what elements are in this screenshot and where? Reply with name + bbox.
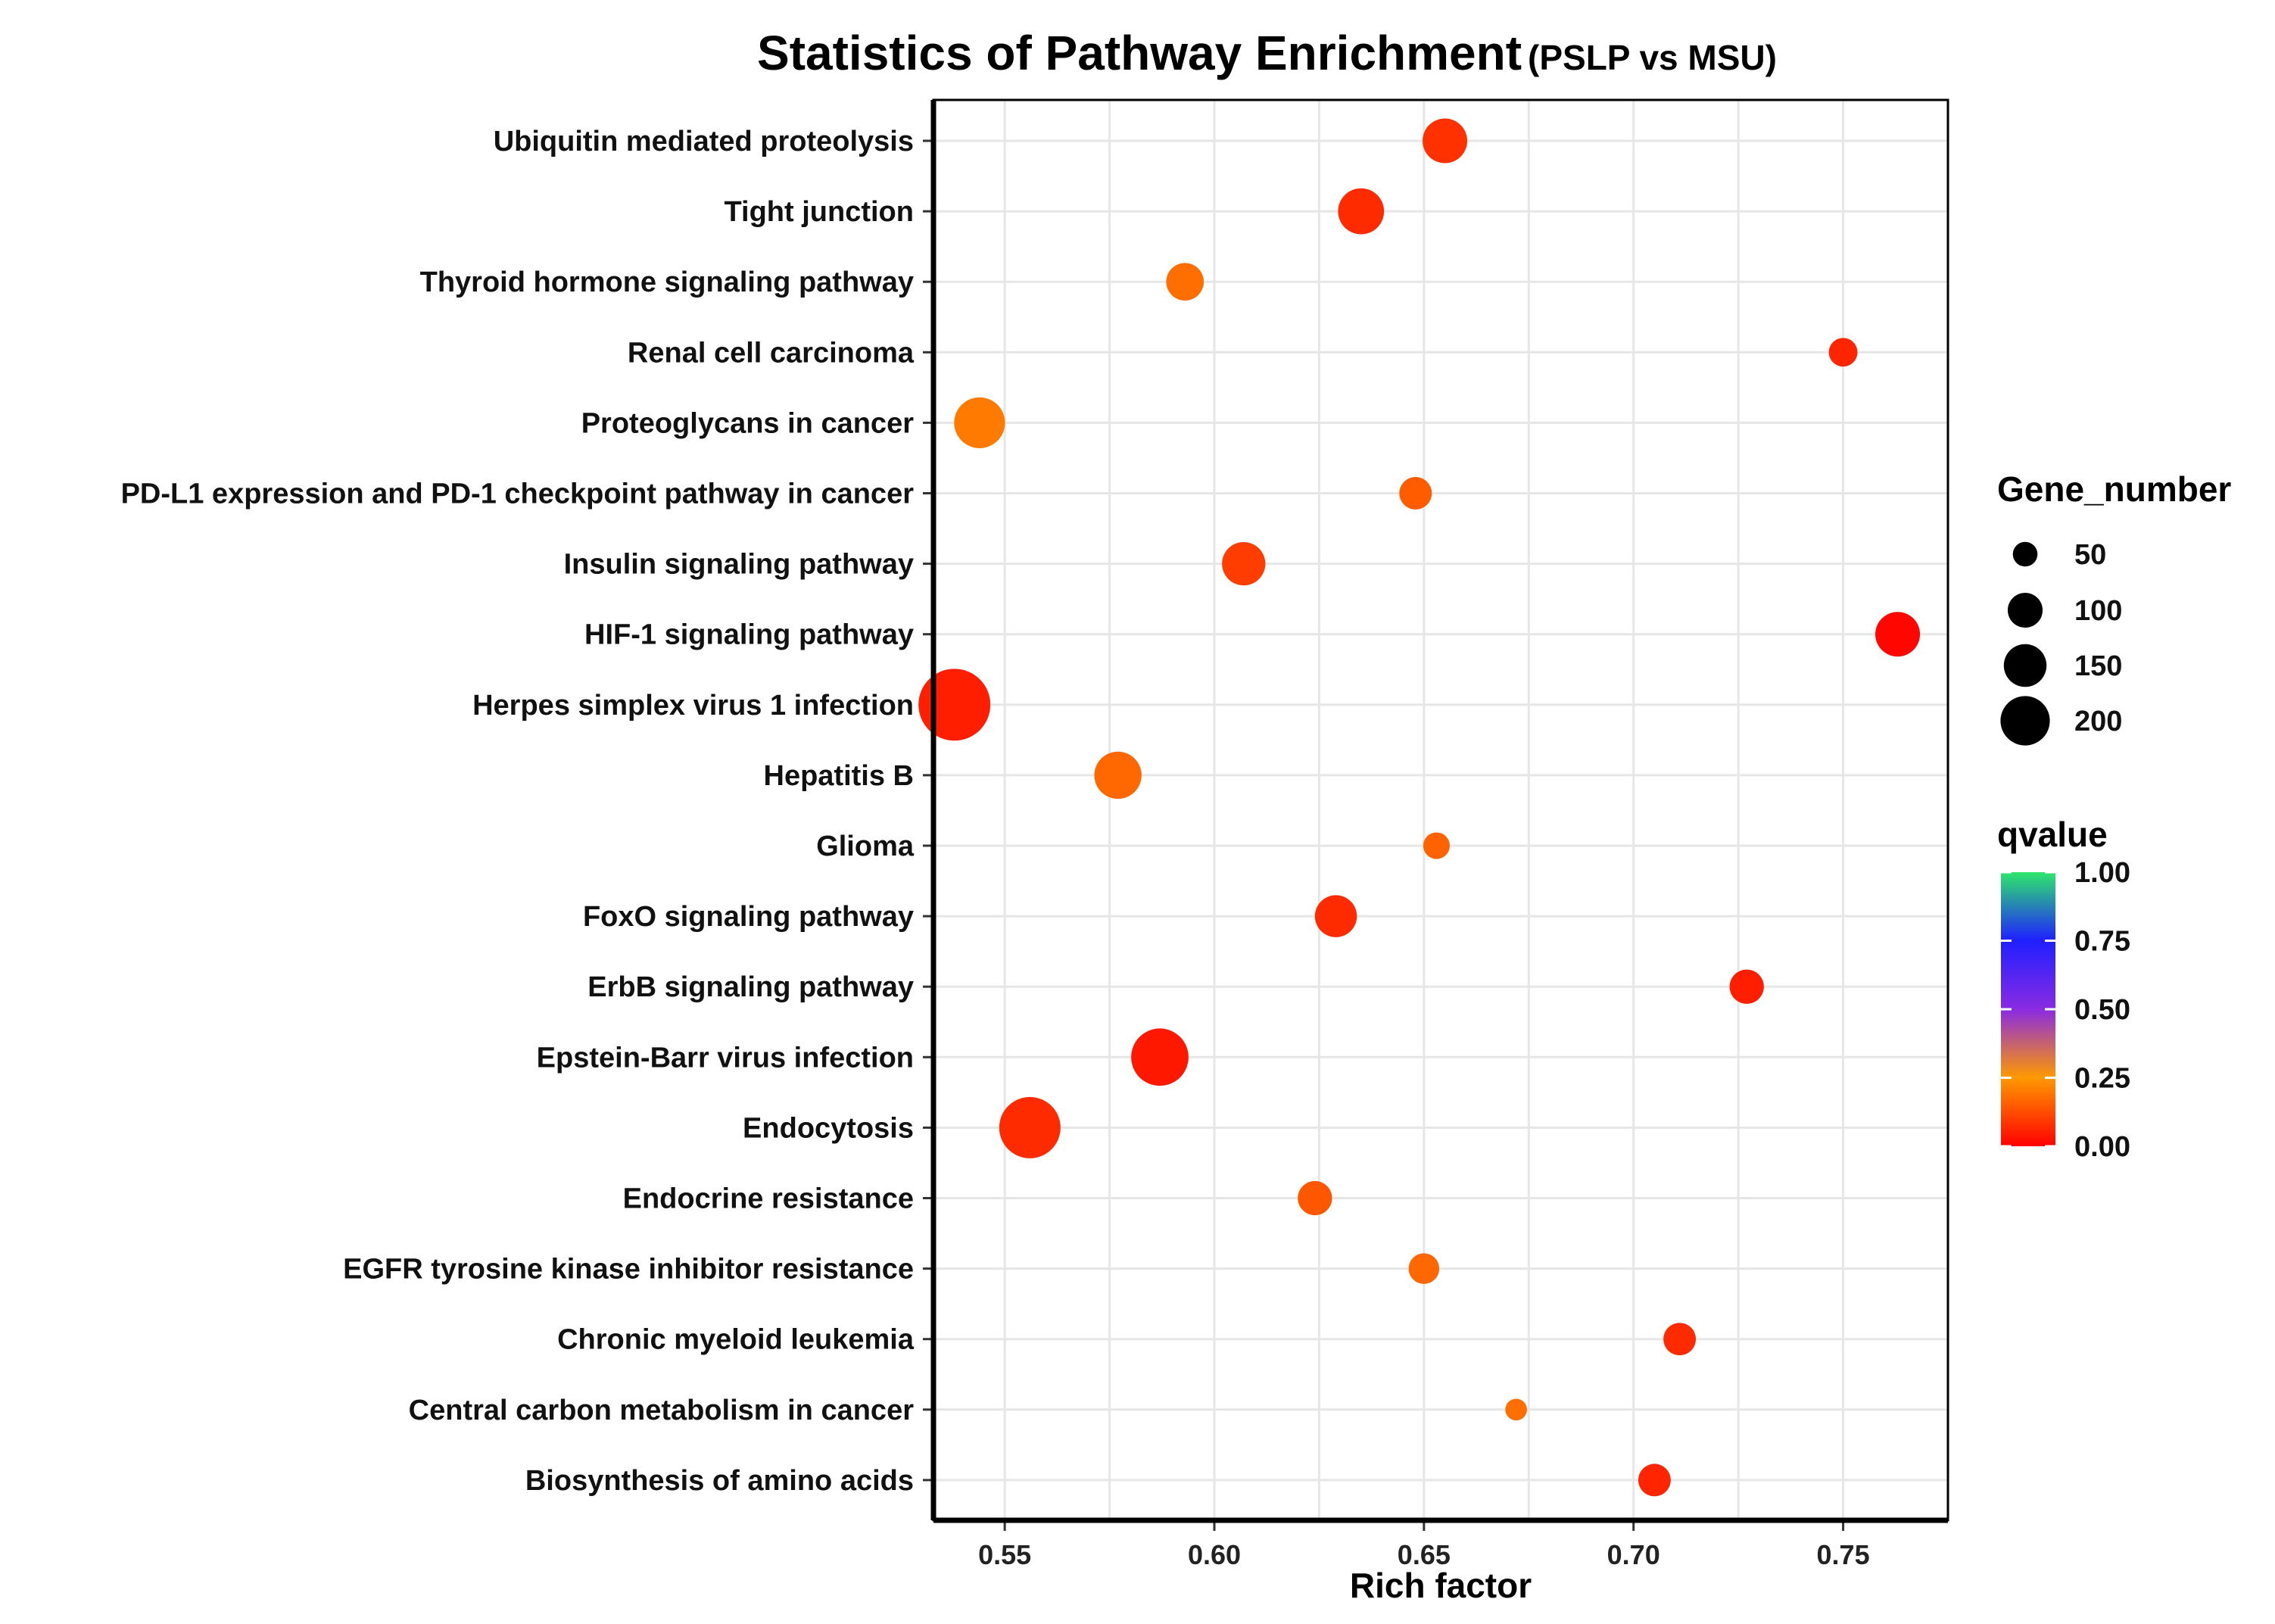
color-legend-label: 0.25 (2074, 1063, 2130, 1095)
color-legend-label: 0.00 (2074, 1131, 2130, 1163)
data-point (1875, 612, 1921, 657)
category-label: PD-L1 expression and PD-1 checkpoint pat… (121, 478, 915, 510)
category-label: EGFR tyrosine kinase inhibitor resistanc… (343, 1254, 914, 1286)
data-point (1828, 338, 1858, 367)
chart-subtitle: (PSLP vs MSU) (1528, 38, 1777, 77)
category-label: ErbB signaling pathway (587, 971, 914, 1003)
category-label: Biosynthesis of amino acids (525, 1465, 914, 1497)
category-label: Central carbon metabolism in cancer (409, 1395, 915, 1426)
size-legend-key (2000, 696, 2050, 746)
data-point (1423, 832, 1450, 859)
category-label: Insulin signaling pathway (564, 549, 914, 581)
size-legend-key (2003, 644, 2047, 687)
data-point (1399, 477, 1432, 510)
category-label: Tight junction (725, 196, 914, 228)
plot-panel-border (932, 98, 1949, 1522)
category-label: Herpes simplex virus 1 infection (472, 690, 914, 722)
data-point (1166, 263, 1205, 301)
size-legend-key (2012, 541, 2038, 567)
size-legend-title: Gene_number (1997, 469, 2231, 509)
x-tick-label: 0.65 (1398, 1539, 1451, 1570)
data-point (1314, 895, 1357, 937)
grid-lines (933, 100, 1948, 1520)
chart-title: Statistics of Pathway Enrichment (PSLP vs… (757, 26, 1777, 80)
category-label: Hepatitis B (764, 760, 914, 792)
size-legend-key (2007, 592, 2043, 628)
color-legend-label: 1.00 (2074, 857, 2130, 889)
size-legend-label: 200 (2074, 706, 2122, 737)
chart-title-main: Statistics of Pathway Enrichment (757, 26, 1522, 80)
color-legend-label: 0.50 (2074, 994, 2130, 1026)
color-legend-title: qvalue (1997, 815, 2108, 854)
size-legend-label: 150 (2074, 650, 2122, 682)
category-label: FoxO signaling pathway (583, 901, 914, 933)
color-legend-label: 0.75 (2074, 926, 2130, 958)
x-tick-label: 0.60 (1188, 1539, 1241, 1570)
data-point (918, 669, 991, 741)
data-point (1408, 1253, 1440, 1284)
data-point (1638, 1463, 1671, 1497)
data-point (1222, 541, 1266, 586)
category-label: Thyroid hormone signaling pathway (420, 267, 914, 298)
data-point (1729, 969, 1764, 1004)
data-point (1423, 118, 1468, 164)
category-labels: Ubiquitin mediated proteolysis Tight junc… (121, 126, 933, 1497)
data-point (999, 1096, 1061, 1158)
category-label: Renal cell carcinoma (628, 337, 915, 369)
size-legend-label: 50 (2074, 539, 2106, 571)
data-point (1663, 1323, 1697, 1356)
data-point (1505, 1398, 1527, 1421)
x-tick-label: 0.75 (1817, 1539, 1870, 1570)
x-tick-labels: 0.55 0.60 0.65 0.70 0.75 (978, 1520, 1870, 1570)
color-legend-ticks: 1.00 0.75 0.50 0.25 0.00 (2001, 857, 2130, 1163)
data-points (918, 118, 1921, 1497)
category-label: Epstein-Barr virus infection (537, 1042, 914, 1074)
category-label: Chronic myeloid leukemia (557, 1324, 915, 1356)
category-label: Ubiquitin mediated proteolysis (494, 126, 914, 157)
category-label: Endocrine resistance (623, 1183, 914, 1215)
data-point (1298, 1180, 1332, 1216)
data-point (954, 397, 1005, 448)
x-tick-label: 0.70 (1607, 1539, 1660, 1570)
size-legend-label: 100 (2074, 595, 2122, 627)
data-point (1094, 751, 1142, 800)
data-point (1131, 1028, 1189, 1086)
x-axis-title: Rich factor (1350, 1566, 1532, 1605)
category-label: Endocytosis (743, 1112, 914, 1144)
category-label: Proteoglycans in cancer (581, 407, 914, 439)
size-legend: 50 100 150 200 (2000, 539, 2122, 746)
category-label: HIF-1 signaling pathway (584, 619, 914, 651)
data-point (1338, 188, 1385, 235)
x-tick-label: 0.55 (978, 1539, 1031, 1570)
category-label: Glioma (816, 831, 915, 862)
